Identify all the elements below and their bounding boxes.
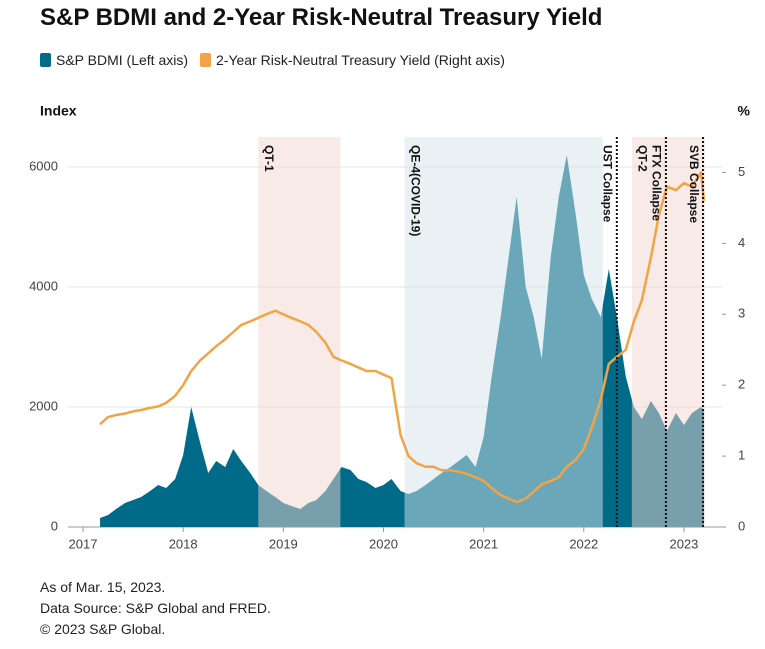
legend-swatch — [200, 53, 212, 67]
y2-tick-label: 2 — [738, 377, 745, 392]
y-tick-label: 0 — [51, 518, 58, 533]
y2-tick-label: 1 — [738, 448, 745, 463]
note: © 2023 S&P Global. — [40, 621, 166, 637]
event-label: SVB Collapse — [687, 145, 701, 223]
x-tick-label: 2023 — [669, 536, 698, 551]
y-axis-label: Index — [40, 103, 77, 119]
legend-label: S&P BDMI (Left axis) — [56, 52, 189, 68]
period-label: QT-1 — [262, 145, 276, 172]
chart-title: S&P BDMI and 2-Year Risk-Neutral Treasur… — [40, 4, 603, 31]
event-label: UST Collapse — [601, 145, 615, 223]
x-tick-label: 2018 — [169, 536, 198, 551]
x-tick-label: 2019 — [269, 536, 298, 551]
y2-axis-label: % — [738, 103, 751, 119]
legend-label: 2-Year Risk-Neutral Treasury Yield (Righ… — [216, 52, 505, 68]
legend-swatch — [40, 53, 51, 67]
y-tick-label: 4000 — [29, 278, 58, 293]
event-label: FTX Collapse — [650, 145, 664, 221]
legend-item: 2-Year Risk-Neutral Treasury Yield (Righ… — [200, 52, 505, 68]
shaded-period — [258, 137, 341, 527]
note: Data Source: S&P Global and FRED. — [40, 600, 271, 616]
note: As of Mar. 15, 2023. — [40, 579, 166, 595]
x-tick-label: 2022 — [569, 536, 598, 551]
shaded-period — [631, 137, 705, 527]
y2-tick-label: 5 — [738, 164, 745, 179]
y2-tick-label: 4 — [738, 235, 745, 250]
y-tick-label: 6000 — [29, 158, 58, 173]
y-tick-label: 2000 — [29, 398, 58, 413]
legend-item: S&P BDMI (Left axis) — [40, 52, 188, 68]
y2-tick-label: 0 — [738, 518, 745, 533]
legend: S&P BDMI (Left axis) 2-Year Risk-Neutral … — [40, 52, 505, 68]
notes: As of Mar. 15, 2023. Data Source: S&P Glo… — [40, 577, 271, 640]
x-tick-label: 2017 — [69, 536, 98, 551]
chart: Index % 0 2000 4000 6000 0 1 2 3 4 5 2017 2018 2019 2… — [29, 103, 751, 552]
period-label: QT-2 — [636, 145, 650, 172]
x-tick-label: 2021 — [469, 536, 498, 551]
shaded-period — [404, 137, 603, 527]
period-label: QE-4(COVID-19) — [408, 145, 422, 236]
line — [99, 171, 706, 504]
x-tick-label: 2020 — [369, 536, 398, 551]
y2-tick-label: 3 — [738, 306, 745, 321]
